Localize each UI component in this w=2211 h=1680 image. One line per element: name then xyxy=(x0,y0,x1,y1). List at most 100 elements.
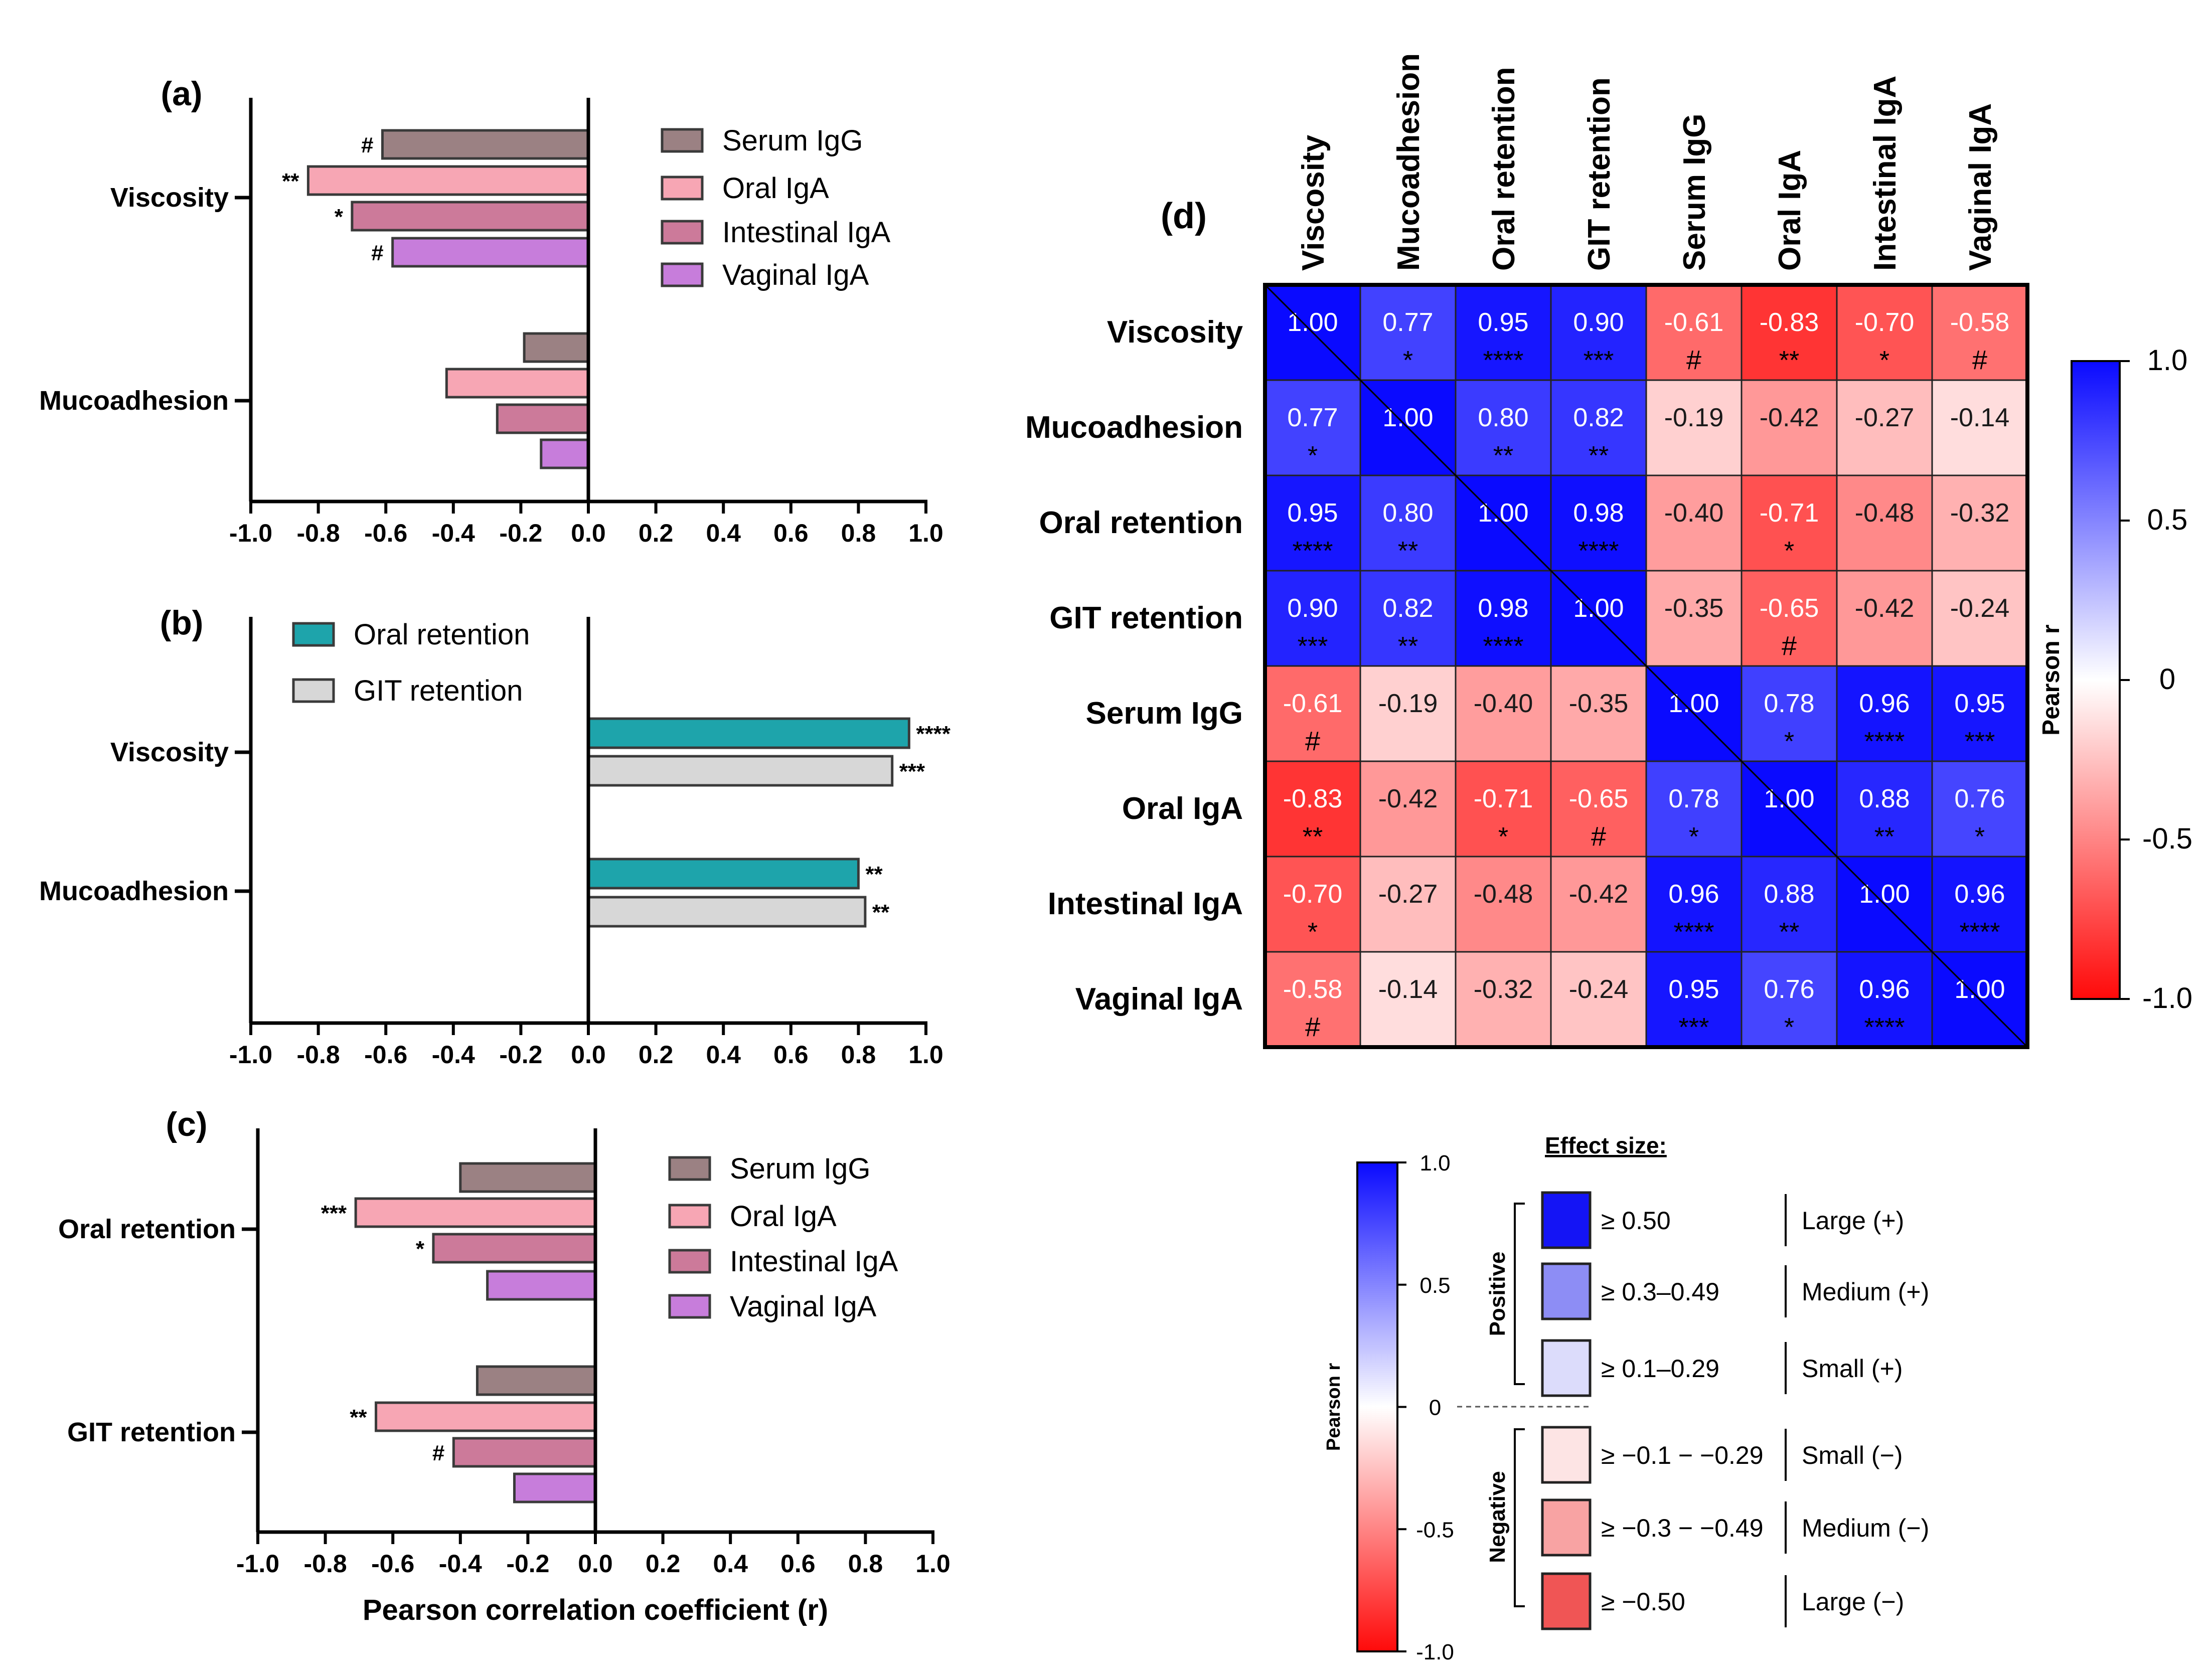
cell-value: 0.96 xyxy=(1859,975,1910,1004)
cell-significance: * xyxy=(1879,346,1889,375)
row-label-mucoadhesion: Mucoadhesion xyxy=(1025,410,1243,445)
cell-significance: **** xyxy=(1293,537,1333,566)
cell-significance: * xyxy=(1975,822,1985,852)
cell-significance: # xyxy=(1305,726,1320,756)
cell-significance: * xyxy=(1689,822,1699,852)
x-tick-label: -0.4 xyxy=(432,1041,475,1069)
cell-significance: * xyxy=(1308,441,1318,470)
significance-serum-igg-viscosity: # xyxy=(361,133,373,157)
colorbar xyxy=(2071,360,2121,1000)
x-tick-label: -0.8 xyxy=(297,519,340,547)
category-label-oral-retention: Oral retention xyxy=(58,1214,236,1244)
x-tick-label: 0.4 xyxy=(706,1041,741,1069)
x-axis-title: Pearson correlation coefficient (r) xyxy=(363,1594,828,1626)
cell-significance: ** xyxy=(1303,822,1323,852)
column-label-viscosity: Viscosity xyxy=(1296,134,1331,271)
cell-value: -0.24 xyxy=(1569,975,1629,1004)
x-tick-label: -0.6 xyxy=(364,1041,407,1069)
legend-swatch-oral-iga xyxy=(668,1204,711,1229)
panel-d-heatmap: (d)1.00 0.77*0.95****0.90***-0.61#-0.83**… xyxy=(1025,53,2192,1049)
column-label-oral-iga: Oral IgA xyxy=(1773,150,1807,271)
effect-colorbar-tick-label: -0.5 xyxy=(1416,1518,1454,1542)
cell-value: 0.96 xyxy=(1859,689,1910,718)
bar-intestinal-iga-mucoadhesion xyxy=(496,403,590,434)
heatmap-cell xyxy=(1455,951,1552,1048)
colorbar-tick-label: -0.5 xyxy=(2142,822,2192,855)
bar-oral-retention-viscosity xyxy=(587,717,910,749)
heatmap-cell xyxy=(1359,570,1457,667)
bar-oral-iga-mucoadhesion xyxy=(445,368,590,399)
effect-colorbar-tick-label: -1.0 xyxy=(1416,1640,1454,1664)
cell-value: -0.42 xyxy=(1855,594,1915,623)
heatmap-cell xyxy=(1264,665,1361,762)
cell-significance: * xyxy=(1784,537,1794,566)
cell-significance: **** xyxy=(1674,918,1714,947)
heatmap-cell xyxy=(1741,379,1838,476)
panel-b: (b)***********-1.0 -0.8 -0.6 -0.4 -0.2 0.0 0.2… xyxy=(39,604,951,1069)
effect-range: ≥ 0.3–0.49 xyxy=(1601,1278,1719,1306)
diagonal-line xyxy=(1264,284,2028,1048)
legend-label-oral-retention: Oral retention xyxy=(354,618,530,651)
significance-oral-retention-viscosity: **** xyxy=(916,722,951,746)
cell-value: 0.95 xyxy=(1478,308,1528,337)
x-tick-label: 0.4 xyxy=(706,519,741,547)
cell-value: -0.61 xyxy=(1283,689,1343,718)
category-label-viscosity: Viscosity xyxy=(110,183,229,213)
cell-significance: **** xyxy=(1483,346,1524,375)
effect-range: ≥ −0.50 xyxy=(1601,1588,1685,1616)
cell-value: -0.27 xyxy=(1855,403,1915,432)
bar-intestinal-iga-oral-retention xyxy=(432,1233,597,1264)
bar-vaginal-iga-viscosity xyxy=(391,237,590,268)
cell-value: 0.77 xyxy=(1287,403,1338,432)
x-tick-label: -0.8 xyxy=(297,1041,340,1069)
bar-vaginal-iga-oral-retention xyxy=(486,1270,597,1301)
significance-git-retention-mucoadhesion: ** xyxy=(872,900,890,925)
x-tick-label: -0.4 xyxy=(439,1550,482,1578)
bar-serum-igg-viscosity xyxy=(381,129,590,160)
effect-range: ≥ −0.3 − −0.49 xyxy=(1601,1514,1764,1542)
panel-label-a: (a) xyxy=(161,75,202,113)
cell-value: -0.19 xyxy=(1378,689,1438,718)
effect-range: ≥ 0.50 xyxy=(1601,1207,1671,1235)
legend-swatch-oral-iga xyxy=(661,176,704,201)
cell-significance: * xyxy=(1308,918,1318,947)
effect-colorbar-tick-label: 0.5 xyxy=(1419,1273,1450,1298)
negative-bracket xyxy=(1514,1428,1525,1607)
significance-intestinal-iga-git-retention: # xyxy=(432,1441,444,1465)
bar-oral-iga-git-retention xyxy=(375,1401,597,1432)
heatmap-cell xyxy=(1455,570,1552,667)
x-tick-label: -0.8 xyxy=(304,1550,347,1578)
effect-range: ≥ −0.1 − −0.29 xyxy=(1601,1441,1764,1469)
legend-label-oral-iga: Oral IgA xyxy=(722,172,829,205)
x-tick-label: -0.6 xyxy=(371,1550,414,1578)
x-tick-label: 0.8 xyxy=(848,1550,883,1578)
legend-swatch-serum-igg xyxy=(668,1156,711,1181)
cell-value: -0.42 xyxy=(1569,880,1629,909)
cell-value: 0.88 xyxy=(1859,784,1910,813)
effect-colorbar-tick-label: 0 xyxy=(1429,1396,1441,1420)
x-tick-label: 0.2 xyxy=(646,1550,681,1578)
x-tick-label: -0.2 xyxy=(499,1041,542,1069)
heatmap-cell xyxy=(1455,379,1552,476)
bar-vaginal-iga-mucoadhesion xyxy=(540,438,590,469)
category-label-git-retention: GIT retention xyxy=(67,1417,236,1447)
heatmap-cell xyxy=(1836,951,1933,1048)
effect-range: ≥ 0.1–0.29 xyxy=(1601,1355,1719,1383)
cell-significance: * xyxy=(1784,1013,1794,1042)
column-label-oral-retention: Oral retention xyxy=(1487,67,1521,271)
cell-value: -0.27 xyxy=(1378,880,1438,909)
bar-intestinal-iga-git-retention xyxy=(452,1437,597,1468)
cell-value: -0.19 xyxy=(1664,403,1724,432)
cell-value: -0.65 xyxy=(1569,784,1629,813)
cell-value: 0.88 xyxy=(1764,880,1814,909)
cell-value: 0.95 xyxy=(1954,689,2005,718)
cell-value: 0.98 xyxy=(1478,594,1528,623)
significance-git-retention-viscosity: *** xyxy=(899,759,925,784)
cell-value: -0.48 xyxy=(1474,880,1533,909)
heatmap-cell xyxy=(1550,379,1647,476)
bar-oral-retention-mucoadhesion xyxy=(587,858,860,890)
row-label-oral-iga: Oral IgA xyxy=(1122,791,1243,826)
row-label-serum-igg: Serum IgG xyxy=(1085,696,1243,731)
effect-swatch xyxy=(1541,1426,1592,1484)
